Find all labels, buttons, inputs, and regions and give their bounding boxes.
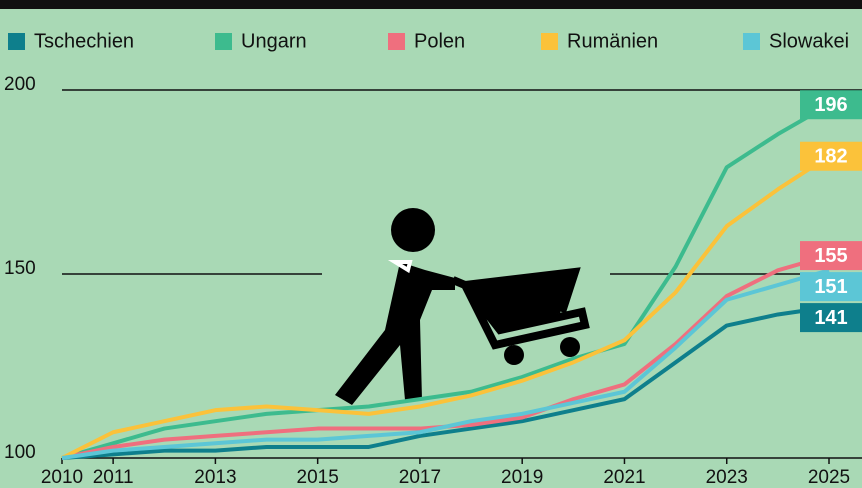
top-bar [0,0,862,9]
legend-swatch [215,33,232,50]
end-label: 155 [814,245,847,267]
page: {"chart_data": {"type": "line", "x": [20… [0,0,862,488]
x-tick-label: 2021 [603,467,645,488]
legend-swatch [541,33,558,50]
legend-label: Ungarn [241,30,307,52]
x-tick-label: 2015 [297,467,339,488]
y-tick-label: 200 [4,74,36,95]
end-label: 151 [814,276,847,298]
legend-swatch [8,33,25,50]
y-tick-label: 100 [4,442,36,463]
x-tick-label: 2010 [41,467,83,488]
x-tick-label: 2023 [706,467,748,488]
chart: 100 150 200 2010 2011 2013 2015 2017 2019 2021 202… [0,0,862,488]
legend-swatch [388,33,405,50]
legend-label: Tschechien [34,30,134,52]
end-label: 196 [814,94,847,116]
y-tick-label: 150 [4,258,36,279]
end-label: 141 [814,307,847,329]
x-tick-label: 2025 [808,467,850,488]
end-label: 182 [814,146,847,168]
legend-label: Polen [414,30,465,52]
legend-label: Slowakei [769,30,849,52]
legend-label: Rumänien [567,30,658,52]
x-tick-label: 2017 [399,467,441,488]
x-tick-label: 2013 [194,467,236,488]
x-tick-label: 2019 [501,467,543,488]
shopping-icon [322,200,610,415]
x-tick-label: 2011 [93,467,134,488]
legend-swatch [743,33,760,50]
